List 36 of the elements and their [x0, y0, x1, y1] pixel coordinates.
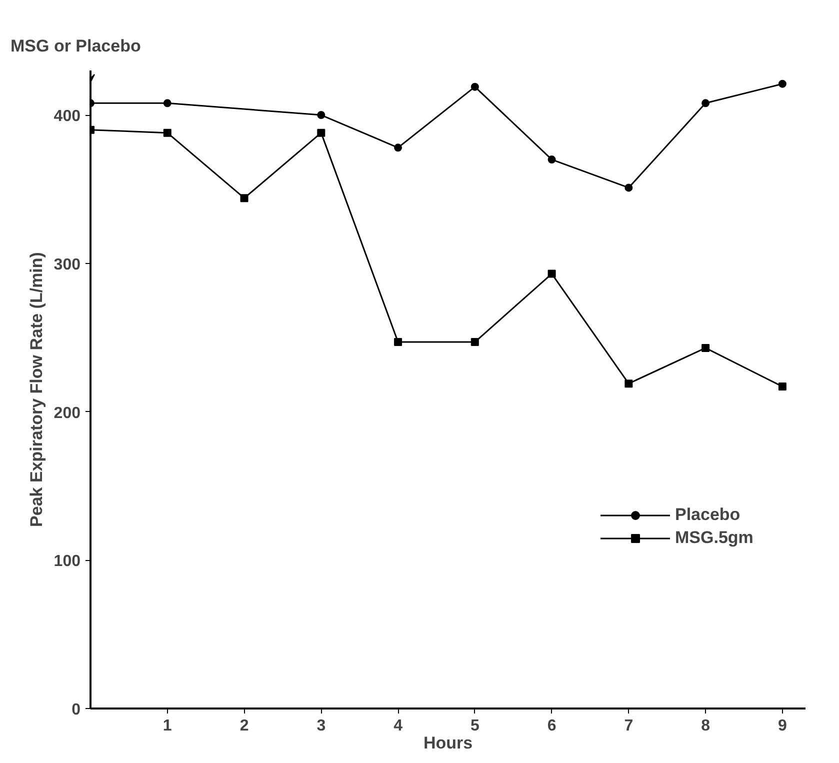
point	[317, 128, 326, 137]
point	[624, 380, 633, 388]
point	[163, 128, 172, 137]
y-tick-label: 0	[72, 702, 81, 718]
point	[240, 194, 248, 202]
x-tick-label: 4	[394, 718, 403, 734]
x-axis-title: Hours	[423, 734, 473, 752]
y-tick-label: 300	[54, 256, 81, 274]
x-tick-label: 9	[778, 718, 787, 734]
x-tick-label: 5	[470, 718, 480, 734]
y-tick-label: 400	[54, 108, 81, 126]
point	[163, 99, 172, 108]
point	[778, 80, 786, 88]
point	[778, 382, 786, 391]
x-tick-label: 2	[240, 718, 249, 734]
y-tick-label: 200	[54, 404, 81, 422]
point	[548, 156, 556, 164]
y-axis-title: Peak Expiratory Flow Rate (L/min)	[26, 252, 46, 527]
x-tick-label: 1	[162, 718, 172, 734]
point	[470, 338, 479, 346]
text: MSG or Placebo	[10, 36, 141, 56]
point	[624, 184, 633, 192]
point	[702, 99, 710, 108]
y-tick-label: 100	[54, 553, 81, 570]
point	[317, 111, 326, 120]
x-tick-label: 7	[624, 718, 634, 734]
x-tick-label: 6	[547, 718, 556, 734]
point	[470, 82, 479, 91]
point	[702, 344, 710, 352]
point	[394, 338, 402, 346]
point	[548, 270, 556, 278]
legend-label: Placebo	[675, 505, 740, 525]
x-tick-label: 8	[701, 718, 710, 734]
point	[394, 144, 402, 152]
x-tick-label: 3	[316, 718, 326, 734]
legend-label: MSG.5gm	[675, 528, 754, 548]
